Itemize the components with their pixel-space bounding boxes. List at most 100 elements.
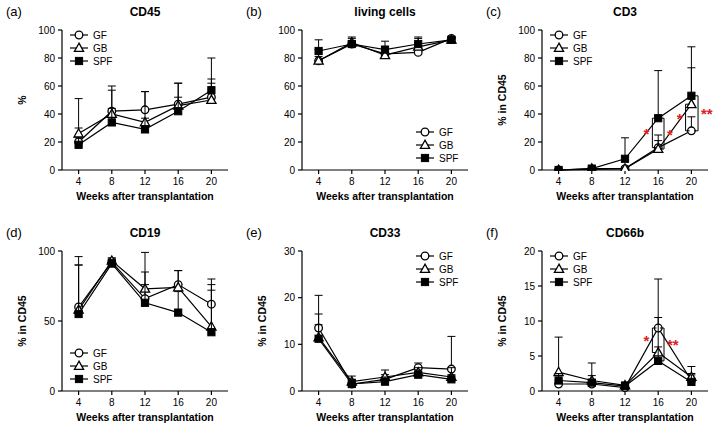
x-tick bbox=[658, 391, 659, 395]
y-tick-label: 40 bbox=[284, 109, 296, 120]
error-cap bbox=[315, 314, 323, 315]
error-cap bbox=[141, 252, 149, 253]
x-tick bbox=[211, 170, 212, 174]
legend-marker bbox=[555, 57, 562, 64]
data-point bbox=[448, 36, 455, 43]
title: CD66b bbox=[606, 226, 644, 240]
legend-label: GF bbox=[439, 251, 453, 262]
data-point bbox=[620, 164, 629, 171]
error-cap bbox=[75, 98, 83, 99]
y-tick bbox=[58, 29, 62, 30]
x-tick-label: 16 bbox=[173, 176, 185, 187]
y-tick-label: 100 bbox=[518, 25, 535, 36]
significance-label: * bbox=[677, 110, 683, 127]
legend-marker bbox=[554, 264, 563, 272]
data-point bbox=[315, 335, 322, 342]
error-cap bbox=[75, 256, 83, 257]
error-stem bbox=[691, 47, 692, 96]
y-tick-label: 0 bbox=[529, 165, 535, 176]
error-bar bbox=[207, 58, 215, 100]
x-tick bbox=[691, 170, 692, 174]
panel-letter: (f) bbox=[486, 225, 498, 240]
title: living cells bbox=[354, 5, 416, 19]
y-tick-label: 10 bbox=[284, 339, 296, 350]
x-tick bbox=[78, 391, 79, 395]
legend-marker bbox=[75, 57, 82, 64]
error-cap bbox=[75, 265, 83, 266]
x-tick-label: 12 bbox=[379, 397, 391, 408]
y-tick-label: 30 bbox=[284, 246, 296, 257]
x-tick-label: 8 bbox=[109, 176, 115, 187]
y-tick bbox=[298, 57, 302, 58]
y-tick bbox=[538, 169, 542, 170]
y-tick-label: 20 bbox=[44, 137, 56, 148]
y-tick-label: 100 bbox=[38, 25, 55, 36]
error-cap bbox=[207, 284, 215, 285]
error-cap bbox=[141, 118, 149, 119]
series-line bbox=[79, 90, 212, 145]
legend-label: SPF bbox=[573, 56, 592, 67]
data-point bbox=[174, 283, 183, 291]
bracket bbox=[660, 118, 664, 149]
data-point bbox=[687, 99, 696, 107]
y-axis bbox=[541, 30, 542, 170]
panel: (f)CD66b0510152048121620Weeks after tran… bbox=[486, 225, 708, 423]
y-tick-label: 20 bbox=[524, 137, 536, 148]
y-tick bbox=[298, 141, 302, 142]
bracket bbox=[694, 96, 698, 131]
error-bar bbox=[447, 336, 455, 369]
y-tick bbox=[538, 141, 542, 142]
x-tick bbox=[144, 170, 145, 174]
data-point bbox=[208, 329, 215, 336]
legend-label: GF bbox=[573, 30, 587, 41]
data-point bbox=[348, 380, 356, 388]
data-point bbox=[108, 260, 115, 267]
significance: * bbox=[677, 104, 690, 131]
x-tick-label: 4 bbox=[316, 397, 322, 408]
data-point bbox=[315, 57, 323, 65]
series-line bbox=[79, 100, 212, 134]
legend-marker bbox=[554, 43, 563, 51]
x-tick bbox=[78, 170, 79, 174]
y-tick bbox=[298, 297, 302, 298]
significance: * bbox=[644, 118, 657, 147]
significance: ** bbox=[660, 328, 679, 361]
bracket bbox=[686, 104, 690, 131]
y-axis-label: % in CD45 bbox=[496, 74, 508, 126]
data-point bbox=[447, 35, 456, 43]
legend-label: GF bbox=[93, 348, 107, 359]
legend-marker bbox=[75, 349, 83, 357]
data-point bbox=[141, 299, 148, 306]
x-tick-label: 12 bbox=[379, 176, 391, 187]
y-tick bbox=[298, 344, 302, 345]
y-tick bbox=[58, 85, 62, 86]
data-point bbox=[688, 378, 695, 385]
significance-label: * bbox=[667, 126, 673, 143]
error-cap bbox=[174, 83, 182, 84]
error-bar bbox=[75, 265, 83, 314]
legend-label: SPF bbox=[439, 277, 458, 288]
panel: (a)CD4502040608010048121620Weeks after t… bbox=[6, 4, 228, 202]
y-tick-label: 40 bbox=[524, 109, 536, 120]
y-axis bbox=[61, 30, 62, 170]
x-tick bbox=[384, 391, 385, 395]
x-tick bbox=[691, 391, 692, 395]
error-cap bbox=[315, 324, 323, 325]
data-point bbox=[141, 126, 148, 133]
data-point bbox=[554, 165, 563, 171]
legend: GFGBSPF bbox=[70, 30, 112, 67]
y-tick-label: 0 bbox=[49, 165, 55, 176]
error-cap bbox=[381, 377, 389, 378]
error-cap bbox=[141, 272, 149, 273]
y-tick bbox=[58, 390, 62, 391]
series-line bbox=[319, 328, 452, 384]
plot-area bbox=[314, 35, 456, 65]
y-tick-label: 80 bbox=[524, 53, 536, 64]
data-point bbox=[588, 379, 595, 386]
error-cap bbox=[207, 290, 215, 291]
panel: (e)CD33010203048121620Weeks after transp… bbox=[246, 225, 468, 423]
error-cap bbox=[588, 363, 596, 364]
error-cap bbox=[381, 370, 389, 371]
legend-label: GB bbox=[93, 43, 108, 54]
x-tick-label: 16 bbox=[413, 176, 425, 187]
